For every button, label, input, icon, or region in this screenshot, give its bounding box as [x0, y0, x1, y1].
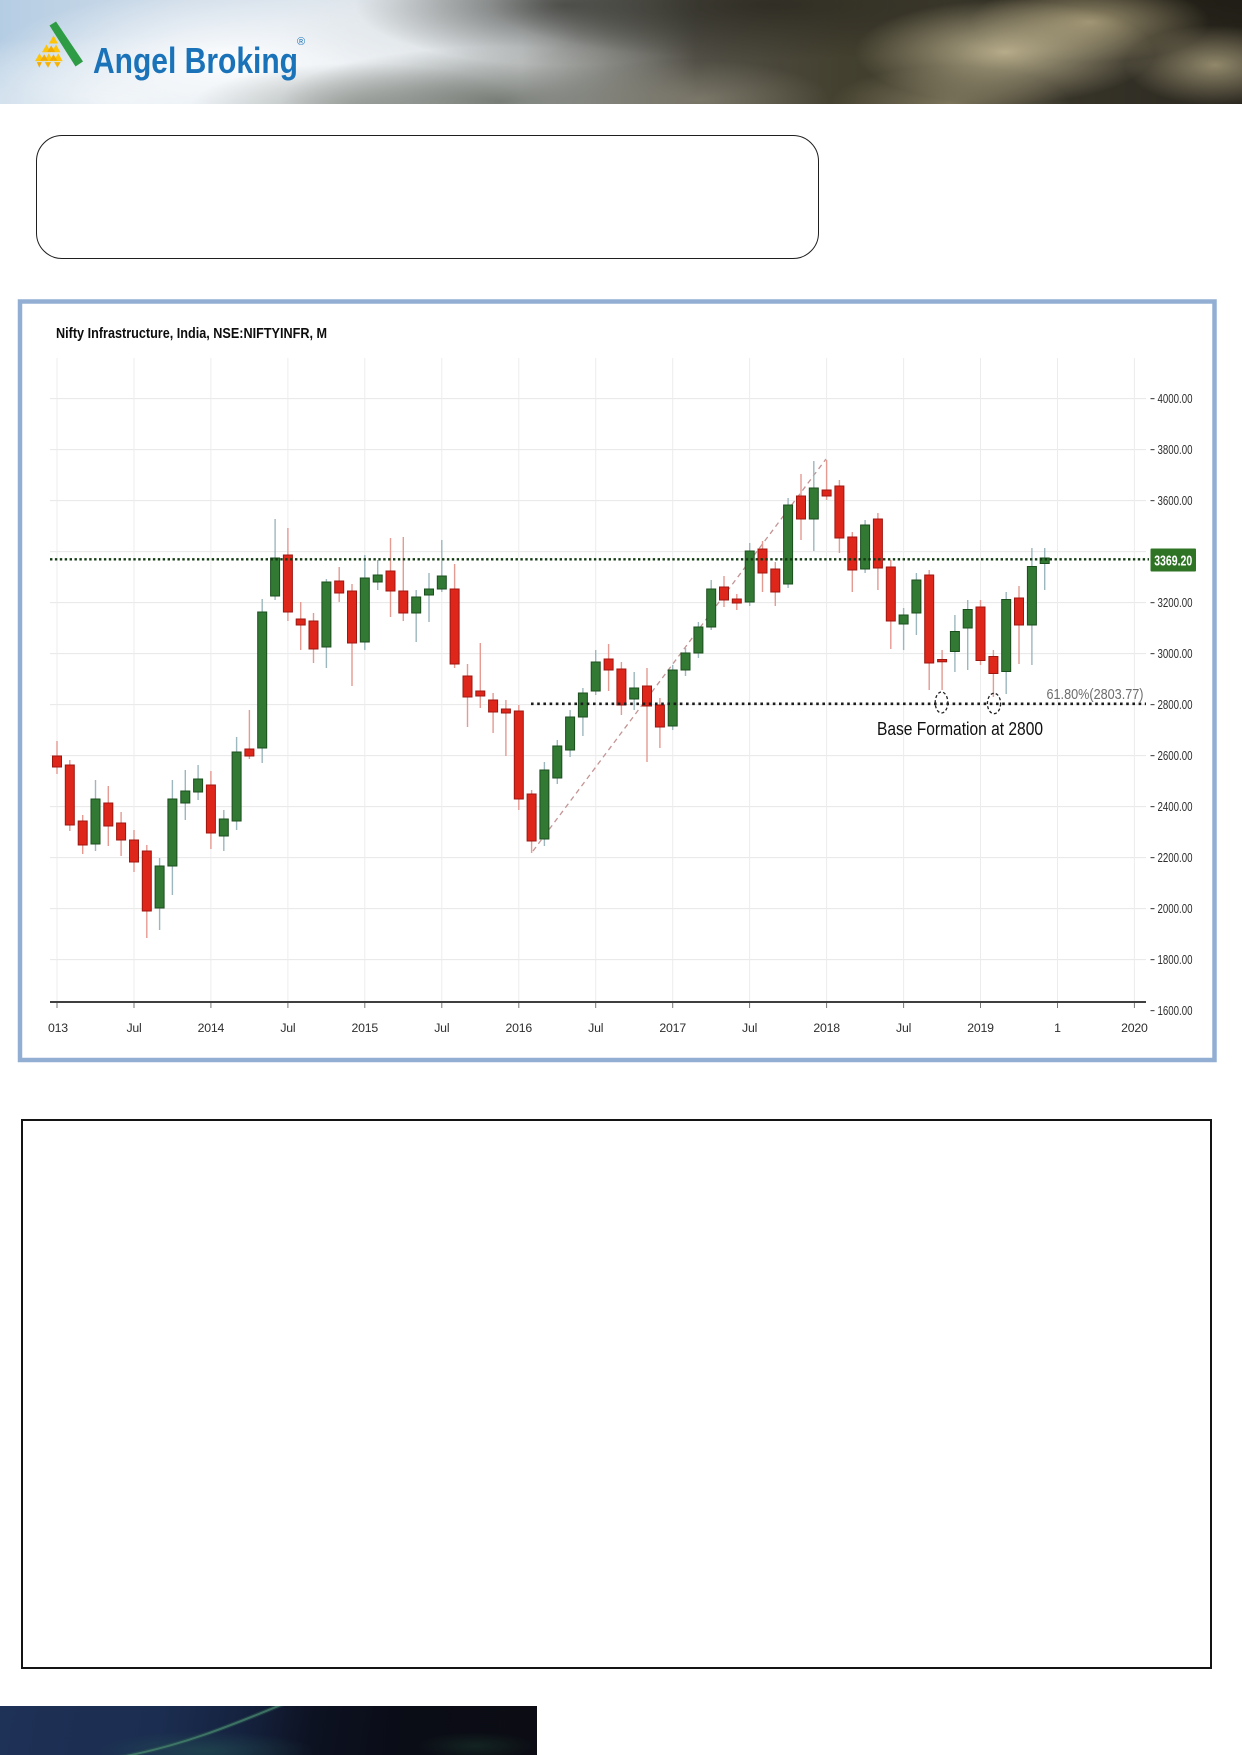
svg-text:Jul: Jul [588, 1021, 603, 1035]
svg-text:2400.00: 2400.00 [1158, 799, 1193, 814]
svg-text:Jul: Jul [896, 1021, 911, 1035]
svg-text:2019: 2019 [967, 1021, 994, 1035]
svg-text:2017: 2017 [659, 1021, 686, 1035]
svg-text:2016: 2016 [506, 1021, 533, 1035]
svg-text:61.80%(2803.77): 61.80%(2803.77) [1047, 686, 1144, 703]
svg-text:1800.00: 1800.00 [1158, 952, 1193, 967]
svg-text:Jul: Jul [280, 1021, 295, 1035]
svg-text:Jul: Jul [742, 1021, 757, 1035]
svg-text:Jul: Jul [434, 1021, 449, 1035]
svg-text:Jul: Jul [126, 1021, 141, 1035]
svg-text:Base Formation at 2800: Base Formation at 2800 [877, 718, 1043, 739]
svg-text:1600.00: 1600.00 [1158, 1003, 1193, 1018]
svg-text:3000.00: 3000.00 [1158, 646, 1193, 661]
svg-text:3200.00: 3200.00 [1158, 595, 1193, 610]
svg-text:2014: 2014 [198, 1021, 225, 1035]
svg-text:4000.00: 4000.00 [1158, 391, 1193, 406]
svg-text:2800.00: 2800.00 [1158, 697, 1193, 712]
svg-text:2600.00: 2600.00 [1158, 748, 1193, 763]
svg-text:3800.00: 3800.00 [1158, 442, 1193, 457]
svg-text:Angel Broking: Angel Broking [93, 40, 298, 81]
svg-text:®: ® [297, 36, 305, 48]
svg-text:2018: 2018 [813, 1021, 840, 1035]
svg-text:3369.20: 3369.20 [1154, 554, 1192, 570]
svg-text:2020: 2020 [1121, 1021, 1148, 1035]
svg-text:2000.00: 2000.00 [1158, 901, 1193, 916]
svg-text:013: 013 [48, 1021, 68, 1035]
svg-text:Nifty Infrastructure, India, N: Nifty Infrastructure, India, NSE:NIFTYIN… [56, 325, 327, 342]
svg-text:2015: 2015 [352, 1021, 379, 1035]
svg-text:2200.00: 2200.00 [1158, 850, 1193, 865]
svg-text:3600.00: 3600.00 [1158, 493, 1193, 508]
svg-text:1: 1 [1054, 1021, 1061, 1035]
